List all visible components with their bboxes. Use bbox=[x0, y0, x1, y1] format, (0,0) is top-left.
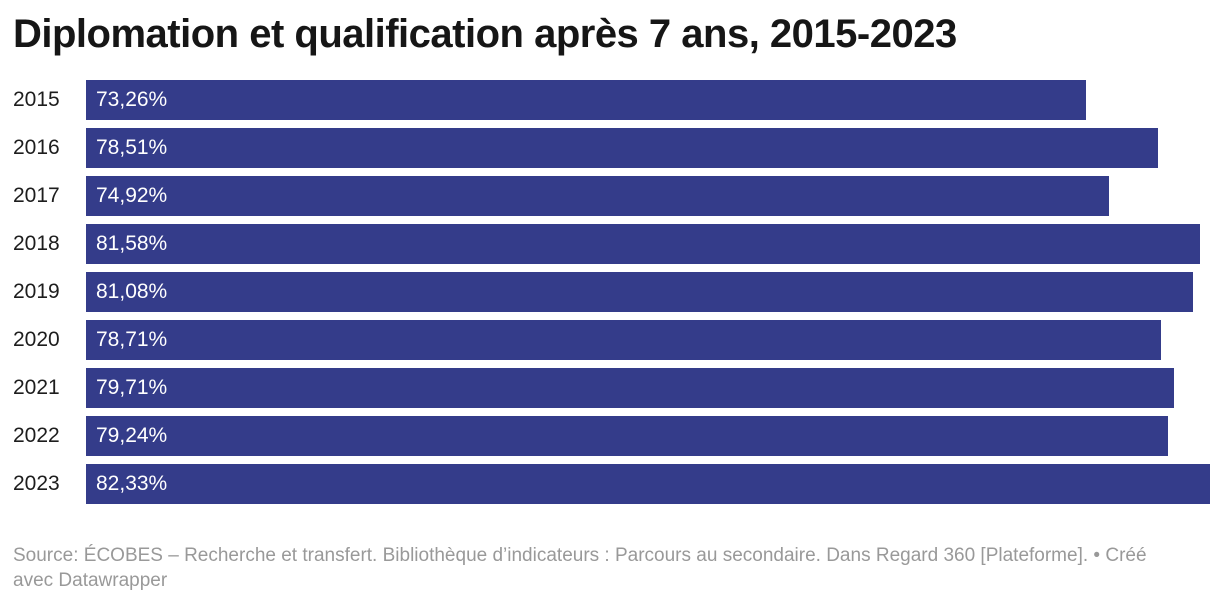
bar-2016: 78,51% bbox=[86, 128, 1158, 168]
chart-row: 2015 73,26% bbox=[13, 80, 1210, 120]
bar-2021: 79,71% bbox=[86, 368, 1175, 408]
bar-track: 78,51% bbox=[86, 128, 1210, 168]
bar-value-label: 79,71% bbox=[96, 376, 168, 399]
chart-row: 2017 74,92% bbox=[13, 176, 1210, 216]
bar-value-label: 73,26% bbox=[96, 88, 168, 111]
bar-track: 81,08% bbox=[86, 272, 1210, 312]
bar-value-label: 79,24% bbox=[96, 424, 168, 447]
bar-track: 73,26% bbox=[86, 80, 1210, 120]
bar-track: 82,33% bbox=[86, 464, 1210, 504]
year-label-2021: 2021 bbox=[13, 376, 60, 399]
year-label-2019: 2019 bbox=[13, 280, 60, 303]
chart-row: 2022 79,24% bbox=[13, 416, 1210, 456]
bar-2022: 79,24% bbox=[86, 416, 1168, 456]
bar-value-label: 74,92% bbox=[96, 184, 168, 207]
source-text: ÉCOBES – Recherche et transfert. Bibliot… bbox=[83, 545, 1089, 566]
bar-2018: 81,58% bbox=[86, 224, 1200, 264]
year-label-2016: 2016 bbox=[13, 136, 60, 159]
bar-2020: 78,71% bbox=[86, 320, 1161, 360]
bar-2017: 74,92% bbox=[86, 176, 1109, 216]
year-label-2017: 2017 bbox=[13, 184, 60, 207]
bar-value-label: 82,33% bbox=[96, 472, 168, 495]
bar-track: 79,71% bbox=[86, 368, 1210, 408]
bar-track: 79,24% bbox=[86, 416, 1210, 456]
bar-value-label: 78,51% bbox=[96, 136, 168, 159]
year-label-2023: 2023 bbox=[13, 472, 60, 495]
chart-row: 2020 78,71% bbox=[13, 320, 1210, 360]
chart-row: 2016 78,51% bbox=[13, 128, 1210, 168]
bar-value-label: 81,58% bbox=[96, 232, 168, 255]
year-label-2022: 2022 bbox=[13, 424, 60, 447]
bar-2023: 82,33% bbox=[86, 464, 1210, 504]
chart-footer: Source: ÉCOBES – Recherche et transfert.… bbox=[13, 543, 1163, 593]
chart-row: 2019 81,08% bbox=[13, 272, 1210, 312]
chart-title: Diplomation et qualification après 7 ans… bbox=[13, 12, 957, 56]
bar-2015: 73,26% bbox=[86, 80, 1087, 120]
year-label-2015: 2015 bbox=[13, 88, 60, 111]
year-label-2020: 2020 bbox=[13, 328, 60, 351]
bar-2019: 81,08% bbox=[86, 272, 1193, 312]
chart-rows: 2015 73,26% 2016 78,51% 2017 74,92% 2018 81,58%… bbox=[13, 80, 1210, 504]
bar-value-label: 81,08% bbox=[96, 280, 168, 303]
chart-row: 2018 81,58% bbox=[13, 224, 1210, 264]
source-label: Source: bbox=[13, 545, 79, 566]
bar-track: 78,71% bbox=[86, 320, 1210, 360]
year-label-2018: 2018 bbox=[13, 232, 60, 255]
chart-container: Diplomation et qualification après 7 ans… bbox=[0, 10, 1220, 616]
bar-track: 74,92% bbox=[86, 176, 1210, 216]
bar-value-label: 78,71% bbox=[96, 328, 168, 351]
datawrapper-attribution-link[interactable]: Créé avec Datawrapper bbox=[13, 545, 1147, 591]
chart-row: 2023 82,33% bbox=[13, 464, 1210, 504]
footer-separator: • bbox=[1093, 545, 1101, 566]
chart-row: 2021 79,71% bbox=[13, 368, 1210, 408]
bar-track: 81,58% bbox=[86, 224, 1210, 264]
